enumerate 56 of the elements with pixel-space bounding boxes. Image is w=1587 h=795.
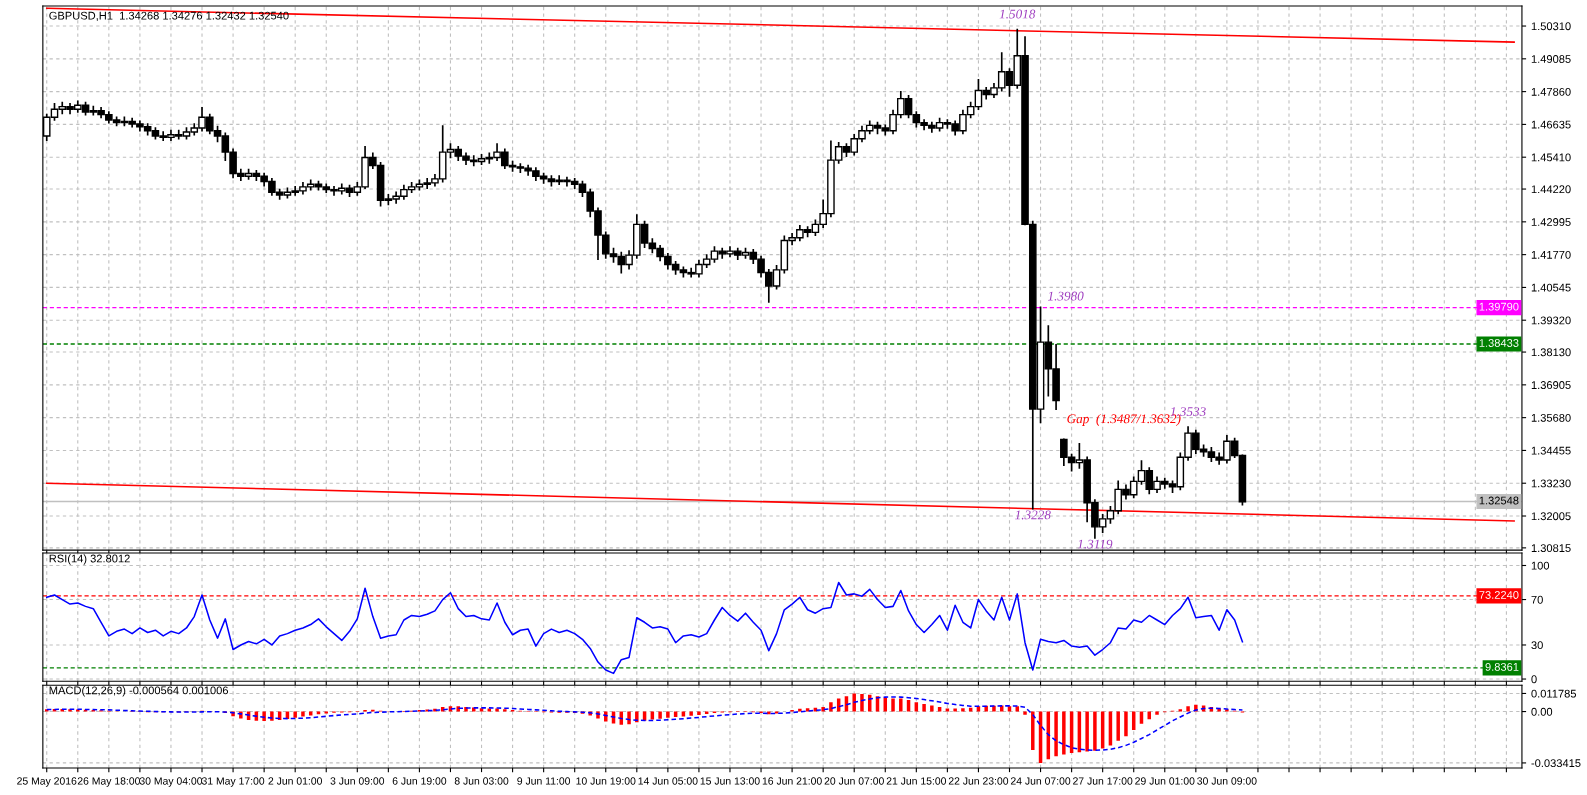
x-tick-label: 14 Jun 05:00 [638,777,698,785]
chart-title: RSI(14) 32.8012 [49,554,130,565]
x-tick-label: 8 Jun 03:00 [454,777,509,785]
annotation: 1.5018 [999,9,1036,19]
x-tick-label: 27 Jun 17:00 [1073,777,1133,785]
y-tick-label: 0 [1531,675,1537,684]
x-tick-label: 16 Jun 21:00 [762,777,822,785]
x-tick-label: 30 Jun 09:00 [1197,777,1257,785]
x-tick-label: 22 Jun 23:00 [948,777,1009,785]
ref-line-label: 73.2240 [1479,591,1519,599]
y-tick-label: 1.49085 [1531,55,1571,63]
y-tick-label: 0.011785 [1531,689,1577,698]
y-tick-label: 1.42995 [1531,218,1571,226]
x-tick-label: 3 Jun 09:00 [330,777,385,785]
ref-line-label: 9.8361 [1485,662,1519,671]
x-tick-label: 29 Jun 01:00 [1135,777,1195,785]
x-tick-label: 21 Jun 15:00 [886,777,947,785]
y-tick-label: 1.50310 [1531,22,1571,31]
y-tick-label: 70 [1531,595,1543,604]
y-tick-label: 1.35680 [1531,413,1571,422]
y-tick-label: 1.30815 [1531,544,1571,552]
x-tick-label: 30 May 04:00 [139,777,203,787]
x-tick-label: 20 Jun 07:00 [824,777,884,785]
x-tick-label: 15 Jun 13:00 [700,777,760,785]
x-tick-label: 10 Jun 19:00 [576,777,636,785]
y-tick-label: 1.44220 [1531,185,1571,194]
y-tick-label: 1.33230 [1531,479,1571,488]
y-tick-label: 1.36905 [1531,381,1571,389]
x-tick-label: 24 Jun 07:00 [1010,777,1071,785]
y-tick-label: 1.32005 [1531,512,1571,521]
y-tick-label: 1.41770 [1531,250,1571,259]
annotation: 1.3980 [1047,291,1084,301]
chart-title: MACD(12,26,9) -0.000564 0.001006 [49,686,229,697]
x-tick-label: 25 May 2016 [17,777,77,787]
y-tick-label: 1.38130 [1531,348,1571,357]
annotation: 1.3228 [1015,510,1051,520]
x-tick-label: 6 Jun 19:00 [392,777,447,785]
y-tick-label: 1.46635 [1531,120,1571,129]
y-tick-label: 1.40545 [1531,283,1571,292]
y-tick-label: 30 [1531,641,1543,650]
y-tick-label: 1.45410 [1531,153,1571,162]
y-tick-label: 1.34455 [1531,446,1571,455]
ref-line-label: 1.32548 [1479,496,1519,505]
x-tick-label: 2 Jun 01:00 [268,777,322,785]
ref-line-label: 1.38433 [1479,339,1519,347]
y-tick-label: 1.39320 [1531,316,1571,325]
y-tick-label: 100 [1531,561,1550,570]
y-tick-label: 1.47860 [1531,87,1571,96]
x-tick-label: 31 May 17:00 [201,777,265,787]
x-tick-label: 9 Jun 11:00 [517,777,571,785]
annotation: 1.3119 [1077,539,1113,549]
chart-title: GBPUSD,H1 1.34268 1.34276 1.32432 1.32540 [49,11,289,21]
y-tick-label: 0.00 [1531,707,1553,716]
y-tick-label: -0.033415 [1531,759,1581,768]
x-tick-label: 26 May 18:00 [77,777,140,787]
ref-line-label: 1.39790 [1479,302,1519,311]
